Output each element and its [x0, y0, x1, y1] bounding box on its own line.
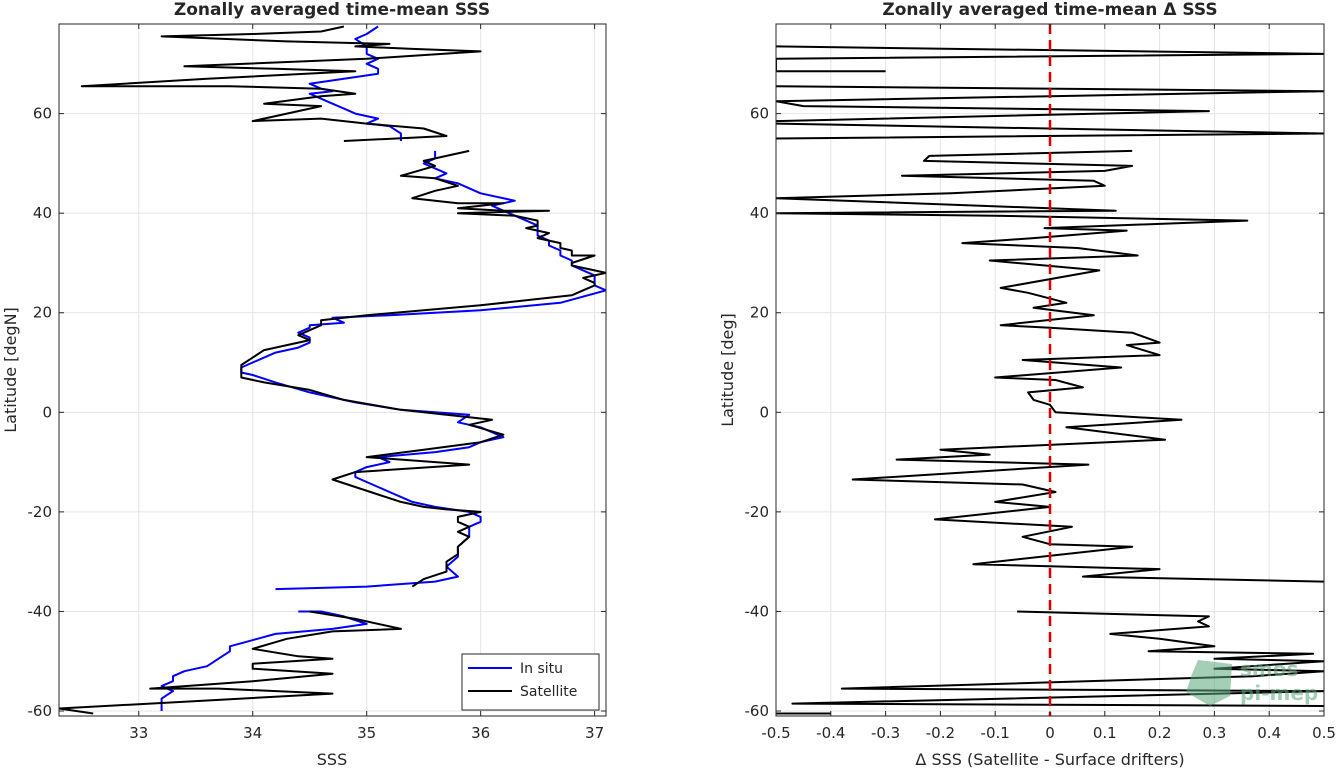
y-axis-label: Latitude [deg]: [718, 313, 737, 427]
watermark-logo-shape: [1186, 660, 1232, 706]
y-tick-label: -20: [28, 503, 53, 521]
tick-labels: 33 34 35 36 37 -60 -40 -20 0 20 40 60: [28, 24, 606, 742]
x-tick-label: -0.1: [981, 724, 1010, 742]
y-tick-label: -40: [745, 602, 770, 620]
grid-lines: [59, 24, 606, 716]
series-line-satellite-segment-0: [80, 25, 482, 142]
y-tick-label: 40: [750, 204, 769, 222]
x-axis-label: Δ SSS (Satellite - Surface drifters): [915, 750, 1184, 769]
watermark-text-bottom: pi-mep: [1240, 681, 1318, 705]
y-tick-label: 20: [33, 304, 52, 322]
y-tick-label: -20: [745, 503, 770, 521]
y-axis-label: Latitude [degN]: [1, 307, 20, 433]
x-axis-label: SSS: [317, 750, 347, 769]
chart-title: Zonally averaged time-mean Δ SSS: [882, 0, 1217, 20]
legend-box: [461, 653, 600, 711]
y-tick-label: -60: [745, 702, 770, 720]
x-tick-label: -0.4: [816, 724, 845, 742]
y-tick-label: 0: [42, 403, 52, 421]
y-tick-label: 0: [759, 403, 769, 421]
legend-label-in-situ: In situ: [520, 661, 563, 677]
x-tick-label: 37: [585, 724, 604, 742]
data-series: [776, 45, 1324, 715]
series-line-delta-sss-segment-4: [791, 610, 1324, 707]
y-tick-label: 60: [33, 105, 52, 123]
x-tick-label: 0: [1045, 724, 1055, 742]
series-line-satellite-segment-2: [59, 610, 402, 715]
series-line-in-situ-segment-2: [160, 610, 368, 711]
y-tick-label: 20: [750, 304, 769, 322]
x-tick-label: -0.2: [926, 724, 955, 742]
x-tick-label: 0.1: [1093, 724, 1117, 742]
smos-pi-mep-watermark: smos pi-mep: [1186, 657, 1318, 706]
x-tick-label: 36: [471, 724, 490, 742]
x-tick-label: 0.2: [1148, 724, 1172, 742]
x-tick-label: 0.5: [1312, 724, 1336, 742]
x-tick-label: 35: [357, 724, 376, 742]
x-tick-label: 0.3: [1202, 724, 1226, 742]
plot-frame: [58, 23, 607, 717]
x-tick-label: 0.4: [1257, 724, 1281, 742]
y-tick-label: 60: [750, 105, 769, 123]
x-tick-label: -0.5: [761, 724, 790, 742]
data-series: [59, 25, 606, 715]
series-line-satellite-segment-1: [240, 149, 606, 588]
tick-labels: -0.5 -0.4 -0.3 -0.2 -0.1 0 0.1 0.2 0.3 0.4 0.5 -60 -…: [745, 24, 1336, 742]
series-line-in-situ-segment-1: [240, 150, 606, 591]
series-line-delta-sss-segment-0: [776, 45, 1324, 73]
x-tick-label: 34: [243, 724, 262, 742]
x-tick-label: 33: [129, 724, 148, 742]
chart-title: Zonally averaged time-mean SSS: [174, 0, 490, 20]
legend: In situ Satellite: [461, 653, 600, 711]
left-chart-panel: Zonally averaged time-mean SSS 33 34 35 36 3…: [1, 0, 607, 769]
right-chart-panel: Zonally averaged time-mean Δ SSS -0.5 -0.…: [718, 0, 1336, 769]
y-tick-label: -60: [28, 702, 53, 720]
x-tick-label: -0.3: [871, 724, 900, 742]
series-line-delta-sss-segment-1: [776, 85, 1324, 123]
y-tick-label: 40: [33, 204, 52, 222]
y-tick-label: -40: [28, 602, 53, 620]
legend-label-satellite: Satellite: [520, 684, 577, 700]
series-line-delta-sss-segment-2: [776, 122, 1324, 140]
watermark-text-top: smos: [1240, 657, 1298, 681]
series-line-delta-sss-segment-3: [776, 149, 1324, 583]
